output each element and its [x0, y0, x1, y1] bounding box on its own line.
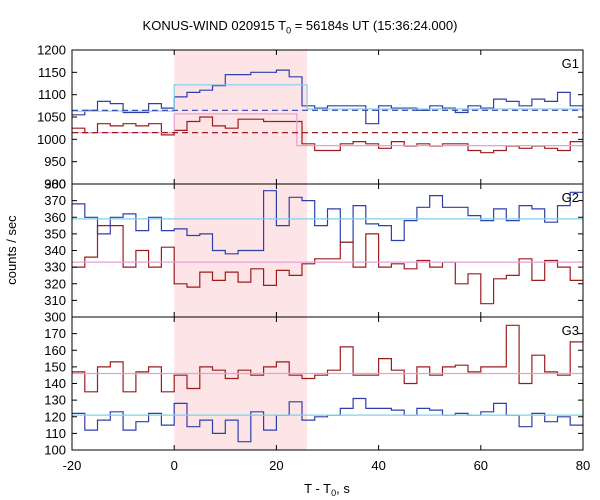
- x-tick-label: 20: [269, 458, 283, 473]
- y-tick-label: 350: [44, 226, 66, 241]
- y-tick-label: 340: [44, 243, 66, 258]
- series-G3-red-step: [72, 324, 583, 393]
- panel-label-G2: G2: [562, 190, 579, 205]
- chart-title: KONUS-WIND 020915 T0 = 56184s UT (15:36:…: [0, 18, 600, 36]
- y-tick-label: 1100: [38, 87, 66, 102]
- y-tick-label: 370: [44, 193, 66, 208]
- x-axis-label: T - T0, s: [304, 481, 350, 498]
- x-tick-label: 0: [171, 458, 178, 473]
- y-tick-label: 900: [44, 177, 66, 192]
- y-tick-label: 160: [44, 343, 66, 358]
- x-axis-label-main: T - T: [304, 481, 331, 496]
- panel-label-G1: G1: [562, 56, 579, 71]
- series-G1-pink-segments: [72, 113, 583, 147]
- chart-title-subscript: 0: [286, 25, 292, 36]
- series-G1-cyan-segments: [72, 84, 583, 112]
- y-tick-label: 380: [44, 177, 66, 192]
- x-axis-label-rest: , s: [336, 481, 350, 496]
- series-G2-red-step: [72, 225, 583, 305]
- series-G3-blue-step: [72, 397, 583, 443]
- y-tick-label: 1150: [38, 65, 66, 80]
- panel-frame-G1: [71, 49, 584, 185]
- plot-layer: 90095010001050110011501200G1300310320330…: [37, 43, 590, 474]
- chart-title-main: KONUS-WIND 020915 T: [142, 18, 287, 33]
- y-tick-label: 310: [44, 293, 66, 308]
- panel-label-G3: G3: [562, 323, 579, 338]
- y-tick-label: 360: [44, 210, 66, 225]
- x-tick-label: 40: [371, 458, 385, 473]
- y-tick-label: 120: [44, 409, 66, 424]
- x-tick-label: 60: [474, 458, 488, 473]
- x-tick-label: 80: [576, 458, 590, 473]
- y-axis-label: counts / sec: [4, 215, 19, 285]
- y-tick-label: 300: [44, 310, 66, 325]
- series-G1-blue-step: [72, 69, 583, 125]
- chart-title-rest: = 56184s UT (15:36:24.000): [291, 18, 458, 33]
- y-tick-label: 130: [44, 393, 66, 408]
- y-tick-label: 140: [44, 376, 66, 391]
- y-tick-label: 170: [44, 326, 66, 341]
- series-G1-red-step: [72, 116, 583, 154]
- y-tick-label: 100: [44, 443, 66, 458]
- x-tick-label: -20: [63, 458, 82, 473]
- y-tick-label: 110: [45, 426, 66, 441]
- series-G2-blue-step: [72, 190, 583, 255]
- y-tick-label: 1050: [37, 110, 66, 125]
- y-tick-label: 330: [44, 260, 66, 275]
- y-tick-label: 150: [44, 359, 66, 374]
- y-tick-label: 950: [44, 154, 66, 169]
- y-tick-label: 320: [44, 276, 66, 291]
- y-tick-label: 1200: [37, 43, 66, 58]
- highlight-band-G3: [174, 317, 308, 450]
- y-tick-label: 1000: [37, 132, 66, 147]
- highlight-band-G1: [174, 50, 308, 184]
- x-axis-label-subscript: 0: [331, 488, 336, 498]
